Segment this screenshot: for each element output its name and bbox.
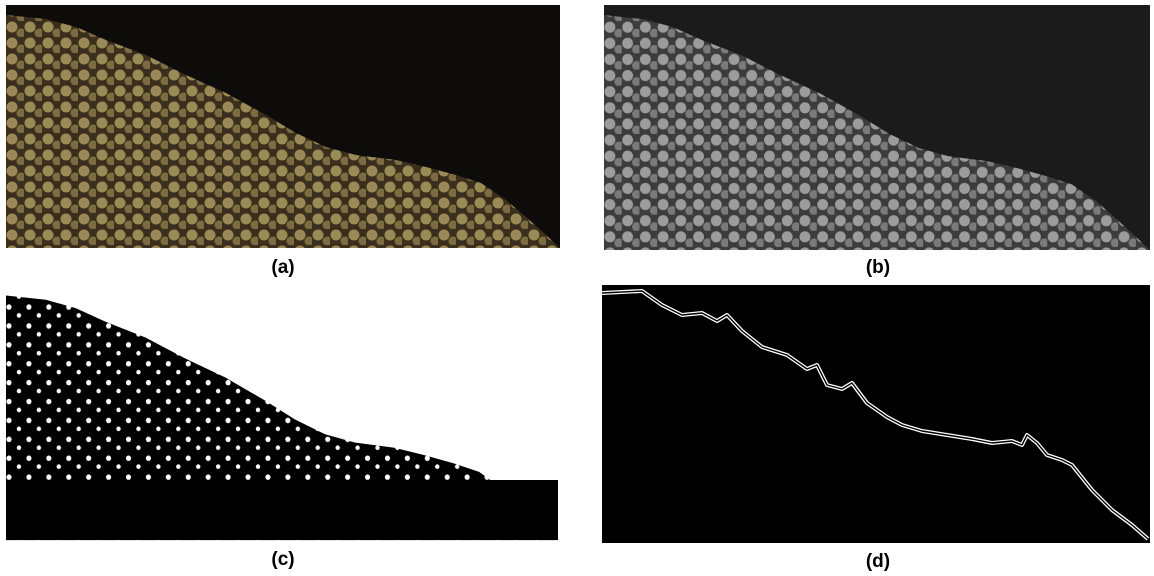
caption: (c) <box>271 549 294 570</box>
caption: (d) <box>866 551 890 572</box>
solid-region <box>6 480 558 540</box>
caption: (a) <box>271 257 294 278</box>
figure: (a) (b) (c) (d) <box>0 0 1154 576</box>
panel-c <box>6 285 558 540</box>
caption: (b) <box>866 257 890 278</box>
panel-d <box>602 285 1150 543</box>
panel-a <box>6 5 560 248</box>
image-background <box>602 285 1150 543</box>
panel-b <box>604 5 1150 250</box>
